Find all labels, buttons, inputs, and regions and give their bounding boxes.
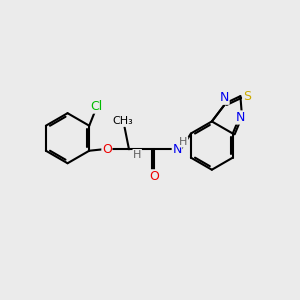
Text: H: H — [133, 150, 141, 160]
Text: CH₃: CH₃ — [113, 116, 134, 126]
Text: N: N — [220, 91, 229, 104]
Text: Cl: Cl — [90, 100, 102, 113]
Text: N: N — [172, 143, 182, 156]
Text: O: O — [149, 170, 159, 183]
Text: H: H — [179, 137, 188, 147]
Text: O: O — [102, 143, 112, 156]
Text: N: N — [236, 111, 245, 124]
Text: S: S — [243, 90, 251, 103]
